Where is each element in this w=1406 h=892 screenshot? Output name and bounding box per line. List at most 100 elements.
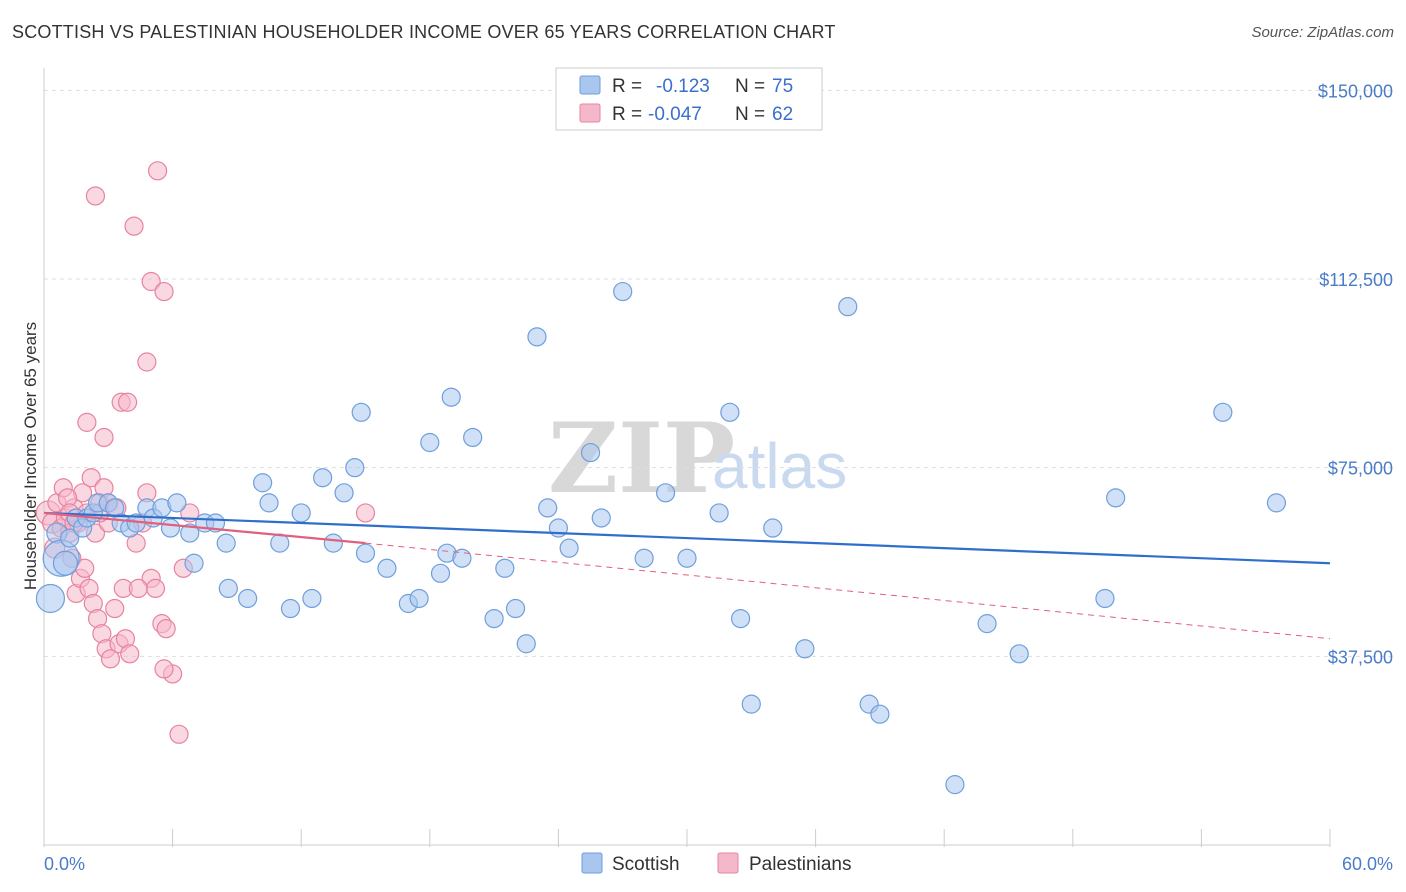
palestinians-point bbox=[120, 644, 140, 664]
scottish-point bbox=[313, 468, 333, 488]
watermark-zip: ZIP bbox=[548, 402, 735, 515]
scottish-point bbox=[377, 558, 397, 578]
palestinians-point bbox=[85, 186, 106, 206]
palestinians-point bbox=[156, 619, 176, 639]
palestinians-point bbox=[124, 216, 144, 236]
palestinians-point bbox=[147, 161, 168, 181]
scottish-point bbox=[351, 402, 371, 422]
legend-r-label-2: R = bbox=[612, 104, 642, 125]
series-legend: Scottish Palestinians bbox=[581, 852, 851, 875]
scottish-point bbox=[559, 538, 579, 558]
legend-n-label-1: N = bbox=[735, 76, 765, 97]
legend-r-label-1: R = bbox=[612, 76, 642, 97]
scottish-point bbox=[1009, 644, 1029, 664]
scottish-point bbox=[52, 550, 79, 576]
scottish-point bbox=[1106, 488, 1126, 508]
scottish-point bbox=[720, 402, 740, 422]
scottish-point bbox=[655, 483, 676, 503]
scottish-point bbox=[795, 639, 815, 659]
scottish-point bbox=[167, 493, 187, 513]
x-tick-label: 60.0% bbox=[1342, 854, 1393, 874]
scottish-point bbox=[730, 608, 751, 629]
watermark-atlas: atlas bbox=[712, 430, 847, 502]
scottish-point bbox=[291, 503, 311, 523]
scottish-point bbox=[495, 558, 515, 578]
scottish-point bbox=[452, 548, 472, 568]
trend-lines bbox=[43, 511, 1331, 640]
y-tick-label: $75,000 bbox=[1328, 459, 1393, 479]
x-tick-label: 0.0% bbox=[44, 854, 85, 874]
scottish-points bbox=[35, 281, 1287, 795]
scottish-point bbox=[430, 563, 451, 583]
y-axis-title: Householder Income Over 65 years bbox=[21, 322, 40, 590]
scottish-point bbox=[184, 553, 204, 573]
scottish-point bbox=[741, 694, 761, 714]
scottish-point bbox=[409, 588, 429, 609]
series-legend-swatch-scottish bbox=[581, 852, 603, 874]
scottish-point bbox=[420, 432, 440, 453]
legend-r-value-2: -0.047 bbox=[648, 104, 702, 125]
palestinians-point bbox=[145, 578, 166, 599]
scottish-point bbox=[580, 442, 601, 463]
scottish-point bbox=[527, 327, 547, 347]
scottish-point bbox=[516, 634, 536, 654]
scottish-point bbox=[259, 493, 279, 513]
scottish-point bbox=[280, 598, 301, 619]
scottish-point bbox=[238, 588, 258, 609]
scottish-point bbox=[323, 533, 343, 553]
chart-title: SCOTTISH VS PALESTINIAN HOUSEHOLDER INCO… bbox=[12, 22, 836, 42]
scottish-point bbox=[334, 483, 354, 503]
scottish-point bbox=[270, 533, 290, 553]
source-label: Source: ZipAtlas.com bbox=[1251, 24, 1394, 41]
y-tick-label: $112,500 bbox=[1319, 270, 1393, 290]
scottish-point bbox=[484, 608, 504, 629]
scottish-point bbox=[1266, 493, 1287, 513]
scottish-point bbox=[160, 518, 181, 538]
palestinians-point bbox=[355, 503, 376, 523]
series-legend-swatch-palestinians bbox=[717, 852, 739, 874]
scottish-point bbox=[1095, 588, 1115, 609]
palestinians-point bbox=[117, 392, 138, 412]
scottish-point bbox=[253, 473, 273, 493]
scottish-point bbox=[945, 775, 965, 795]
legend-swatch-scottish bbox=[579, 75, 601, 95]
scottish-point bbox=[838, 297, 858, 317]
scottish-trend-line bbox=[43, 511, 1331, 565]
scottish-point bbox=[870, 704, 890, 724]
scottish-point bbox=[634, 548, 654, 568]
palestinians-points bbox=[35, 161, 376, 744]
series-legend-label-palestinians: Palestinians bbox=[749, 854, 851, 875]
scottish-point bbox=[1213, 402, 1233, 422]
scottish-point bbox=[977, 614, 997, 634]
scottish-point bbox=[218, 578, 238, 599]
legend-n-value-1: 75 bbox=[772, 76, 793, 97]
legend-n-label-2: N = bbox=[735, 104, 765, 125]
y-tick-labels: $37,500 $75,000 $112,500 $150,000 bbox=[1318, 81, 1393, 667]
legend-swatch-palestinians bbox=[579, 103, 601, 123]
scottish-point bbox=[709, 503, 729, 523]
palestinians-point bbox=[154, 281, 174, 302]
scottish-point bbox=[180, 523, 200, 543]
y-tick-label: $37,500 bbox=[1328, 647, 1393, 667]
palestinians-point bbox=[81, 468, 101, 488]
palestinians-point bbox=[94, 427, 114, 448]
scottish-point bbox=[441, 387, 461, 407]
scottish-point bbox=[302, 588, 322, 609]
palestinians-point bbox=[100, 649, 121, 669]
palestinians-point bbox=[154, 659, 174, 679]
palestinians-point bbox=[169, 724, 189, 744]
scottish-point bbox=[591, 508, 611, 528]
scottish-point bbox=[60, 528, 80, 548]
scottish-point bbox=[216, 533, 236, 553]
scottish-point bbox=[538, 498, 558, 518]
legend-n-value-2: 62 bbox=[772, 104, 793, 125]
scottish-point bbox=[505, 598, 526, 619]
x-ticks: 0.0% 60.0% bbox=[43, 829, 1393, 874]
palestinians-point bbox=[128, 578, 148, 599]
y-tick-label: $150,000 bbox=[1318, 81, 1393, 101]
legend-r-value-1: -0.123 bbox=[656, 76, 710, 97]
series-legend-label-scottish: Scottish bbox=[612, 854, 680, 875]
scottish-point bbox=[613, 281, 633, 302]
scottish-point bbox=[35, 583, 66, 614]
